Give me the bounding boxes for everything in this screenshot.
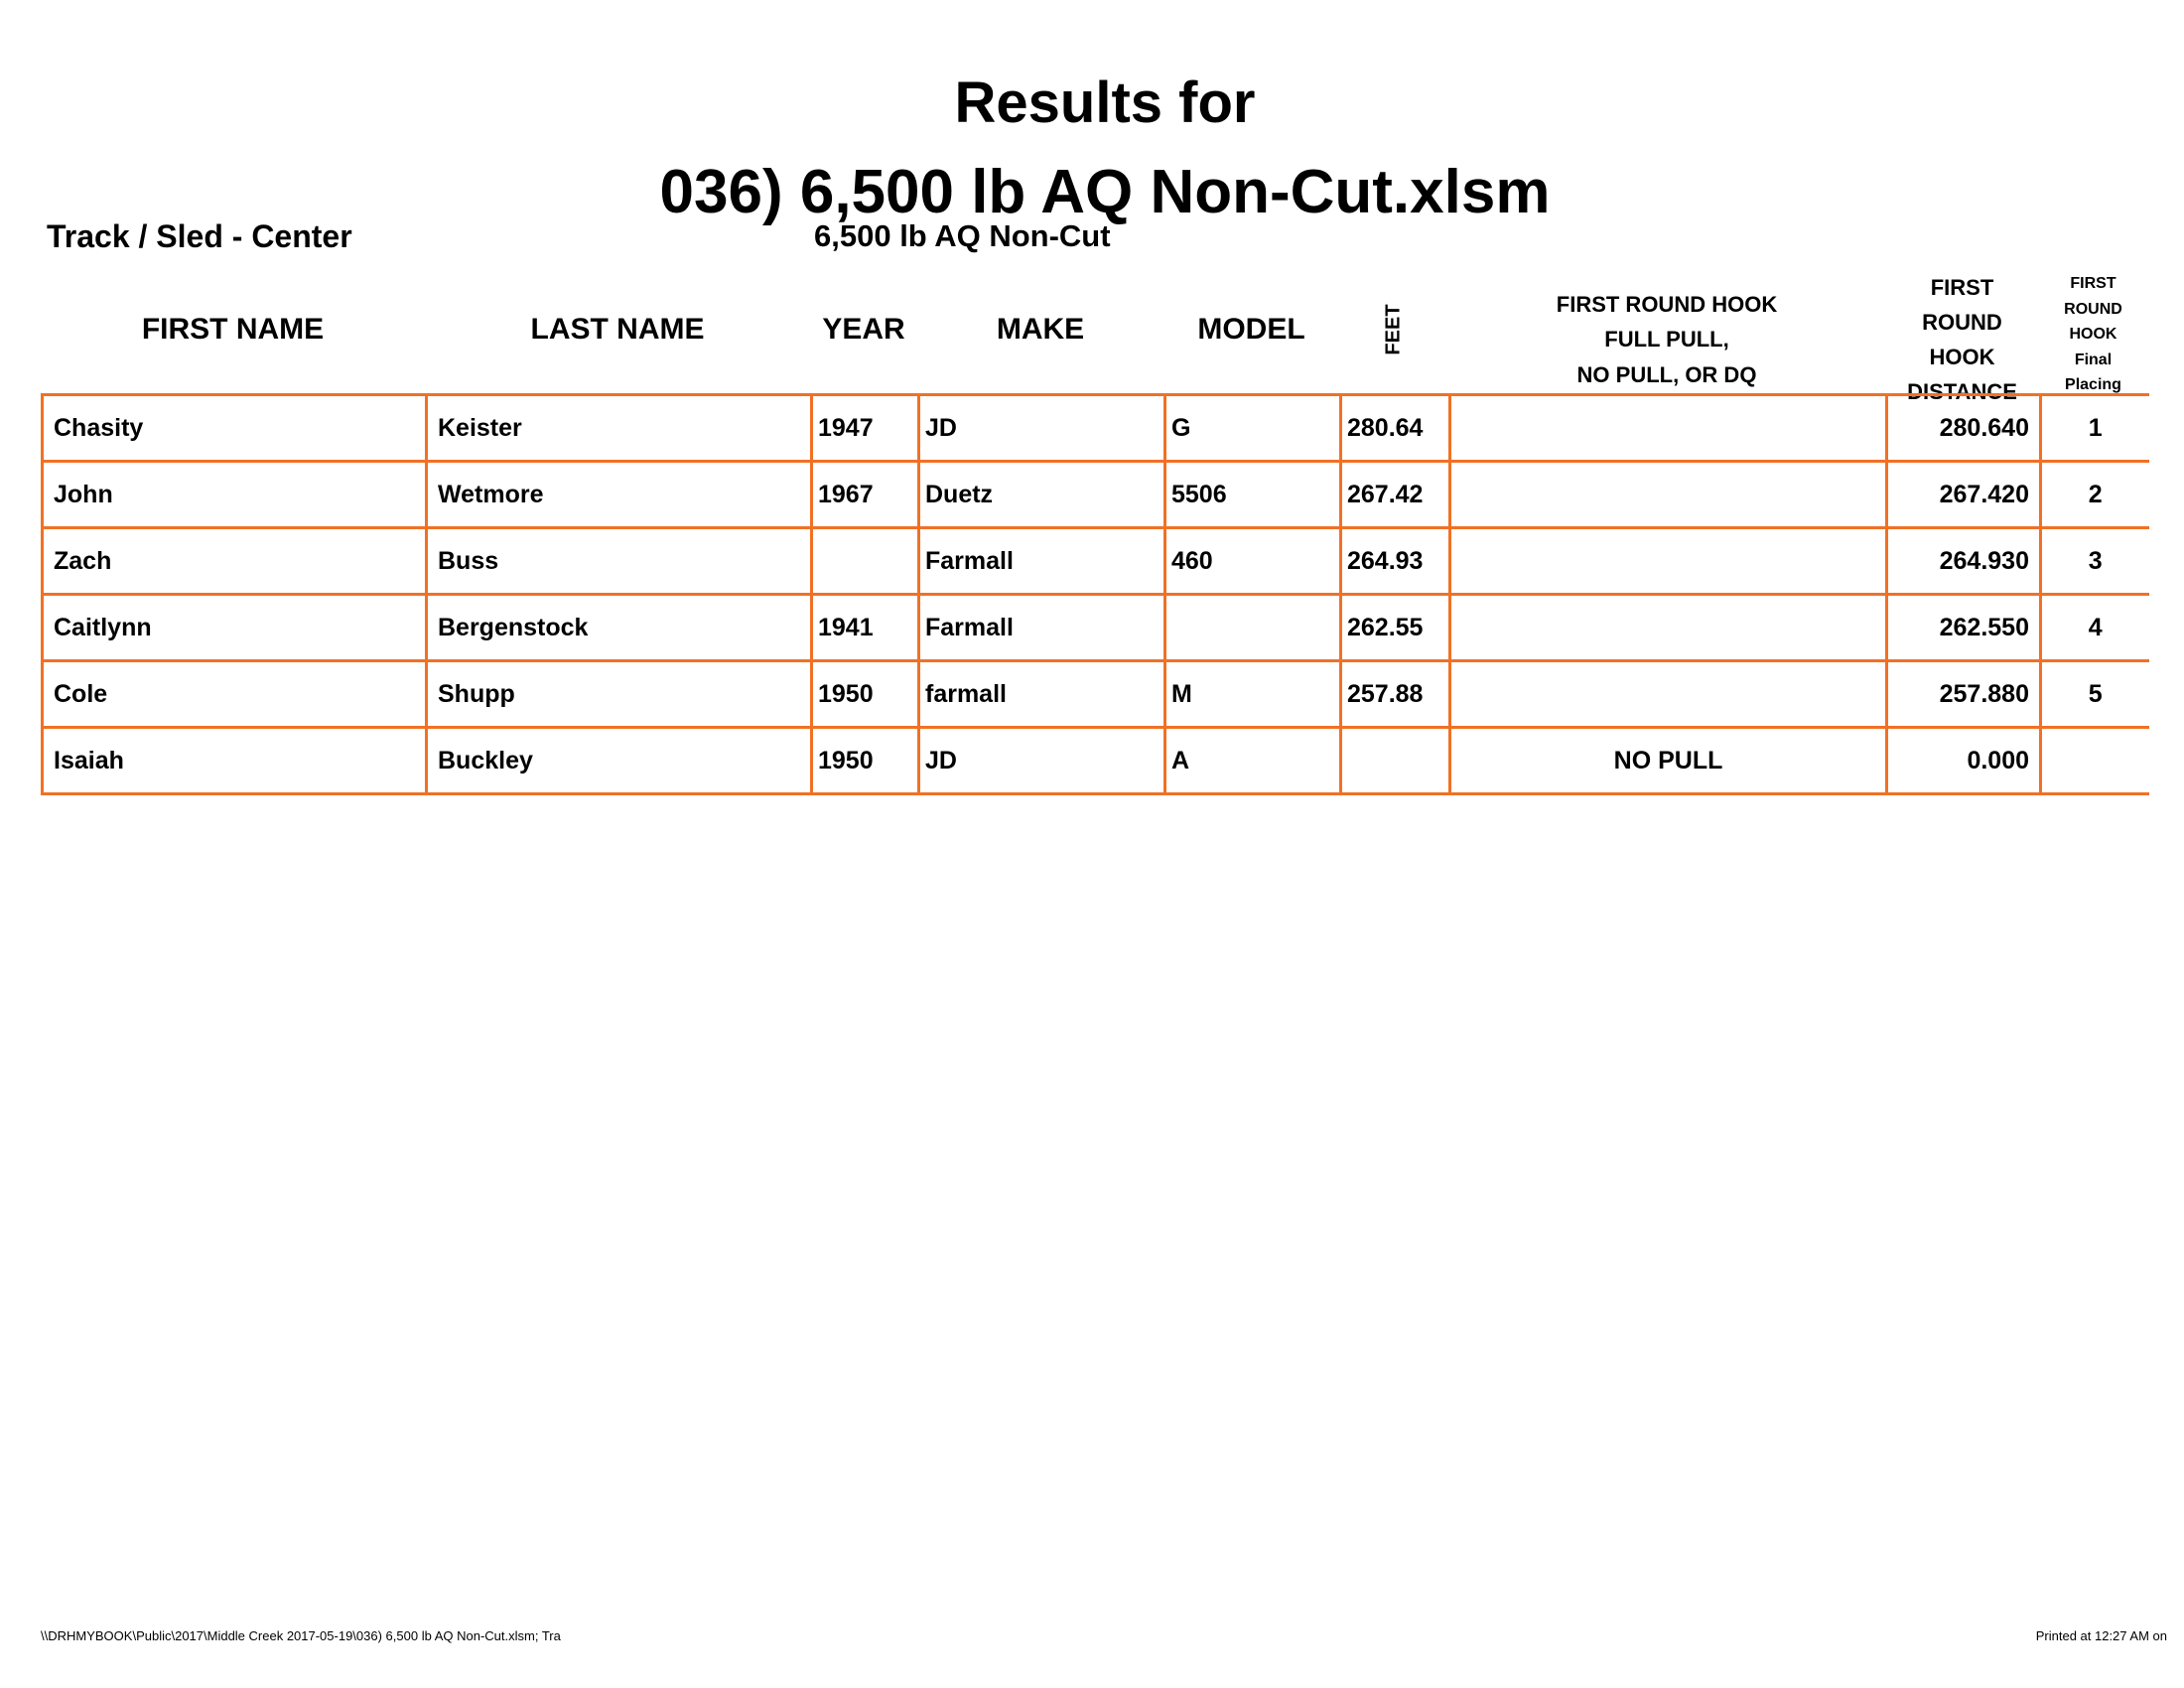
table-cell <box>810 526 920 596</box>
table-cell: 1 <box>2039 393 2149 463</box>
column-header-text: FEET <box>1383 304 1405 355</box>
table-cell: Cole <box>41 659 428 729</box>
table-cell: Duetz <box>917 460 1166 529</box>
table-cell: 1950 <box>810 726 920 795</box>
table-row: John Wetmore 1967 Duetz 5506 267.42 267.420 2 <box>41 460 2149 529</box>
track-label: Track / Sled - Center <box>47 218 352 254</box>
table-cell: Wetmore <box>425 460 813 529</box>
table-cell: Isaiah <box>41 726 428 795</box>
column-header: MODEL <box>1163 266 1339 393</box>
footer-printed: Printed at 12:27 AM on <box>2035 1628 2167 1643</box>
table-cell: 280.64 <box>1339 393 1451 463</box>
table-cell: 257.880 <box>1885 659 2042 729</box>
table-cell: 1950 <box>810 659 920 729</box>
column-header-text: FIRST ROUND HOOK Final Placing <box>2064 275 2122 394</box>
column-header-text: MAKE <box>996 313 1085 346</box>
table-cell: Buckley <box>425 726 813 795</box>
table-cell: JD <box>917 393 1166 463</box>
results-table: Chasity Keister 1947 JD G 280.64 280.640 1 John W… <box>41 393 2149 795</box>
table-cell: 5506 <box>1163 460 1342 529</box>
column-header: YEAR <box>810 266 917 393</box>
table-cell: farmall <box>917 659 1166 729</box>
table-row: Chasity Keister 1947 JD G 280.64 280.640 1 <box>41 393 2149 463</box>
table-cell: 264.93 <box>1339 526 1451 596</box>
column-header: FIRST ROUND HOOK Final Placing <box>2039 266 2147 393</box>
table-cell <box>1339 726 1451 795</box>
column-header: FIRST ROUND HOOK DISTANCE <box>1885 266 2039 405</box>
table-cell: 2 <box>2039 460 2149 529</box>
table-cell: 262.55 <box>1339 593 1451 662</box>
table-cell: 262.550 <box>1885 593 2042 662</box>
table-cell: Bergenstock <box>425 593 813 662</box>
table-cell: John <box>41 460 428 529</box>
column-header-text: MODEL <box>1197 313 1305 346</box>
table-row: Cole Shupp 1950 farmall M 257.88 257.880 5 <box>41 659 2149 729</box>
table-cell: Farmall <box>917 526 1166 596</box>
table-cell <box>1448 526 1888 596</box>
table-cell: 5 <box>2039 659 2149 729</box>
column-header-text: YEAR <box>822 313 905 346</box>
table-cell: 460 <box>1163 526 1342 596</box>
table-cell: 1947 <box>810 393 920 463</box>
table-cell: 1941 <box>810 593 920 662</box>
table-cell: Chasity <box>41 393 428 463</box>
table-cell: M <box>1163 659 1342 729</box>
table-cell: 267.420 <box>1885 460 2042 529</box>
table-cell: 1967 <box>810 460 920 529</box>
table-cell <box>1448 593 1888 662</box>
table-cell: Farmall <box>917 593 1166 662</box>
column-header-text: LAST NAME <box>530 313 705 346</box>
column-header-text: FIRST NAME <box>141 313 325 346</box>
table-cell <box>1448 393 1888 463</box>
column-header: MAKE <box>917 266 1163 393</box>
column-header: FEET <box>1339 266 1448 393</box>
table-cell: NO PULL <box>1448 726 1888 795</box>
column-header: LAST NAME <box>425 266 810 393</box>
table-cell <box>1163 593 1342 662</box>
column-header: FIRST ROUND HOOK FULL PULL, NO PULL, OR … <box>1448 266 1885 393</box>
table-row: Zach Buss Farmall 460 264.93 264.930 3 <box>41 526 2149 596</box>
table-cell: 280.640 <box>1885 393 2042 463</box>
column-header-text: FIRST ROUND HOOK DISTANCE <box>1907 274 2017 405</box>
title: Results for <box>954 70 1256 135</box>
table-cell: A <box>1163 726 1342 795</box>
table-cell <box>1448 659 1888 729</box>
table-cell: 257.88 <box>1339 659 1451 729</box>
table-cell: 0.000 <box>1885 726 2042 795</box>
table-cell <box>2039 726 2149 795</box>
class-name: 6,500 lb AQ Non-Cut <box>814 218 1111 253</box>
table-cell: Buss <box>425 526 813 596</box>
table-header: FIRST NAME LAST NAME YEAR MAKE MODEL FEET FIRS… <box>41 266 2147 405</box>
column-header: FIRST NAME <box>41 266 425 393</box>
table-cell: 4 <box>2039 593 2149 662</box>
title: 036) 6,500 lb AQ Non-Cut.xlsm <box>659 158 1551 226</box>
table-row: Isaiah Buckley 1950 JD A NO PULL 0.000 <box>41 726 2149 795</box>
table-cell: G <box>1163 393 1342 463</box>
table-cell: Zach <box>41 526 428 596</box>
table-cell: 267.42 <box>1339 460 1451 529</box>
column-header-text: FIRST ROUND HOOK FULL PULL, NO PULL, OR … <box>1556 292 1778 387</box>
table-cell: 264.930 <box>1885 526 2042 596</box>
table-cell: 3 <box>2039 526 2149 596</box>
footer-path: \\DRHMYBOOK\Public\2017\Middle Creek 201… <box>41 1628 561 1643</box>
table-cell <box>1448 460 1888 529</box>
table-cell: Keister <box>425 393 813 463</box>
table-cell: Shupp <box>425 659 813 729</box>
table-cell: Caitlynn <box>41 593 428 662</box>
table-row: Caitlynn Bergenstock 1941 Farmall 262.55 262.… <box>41 593 2149 662</box>
table-cell: JD <box>917 726 1166 795</box>
